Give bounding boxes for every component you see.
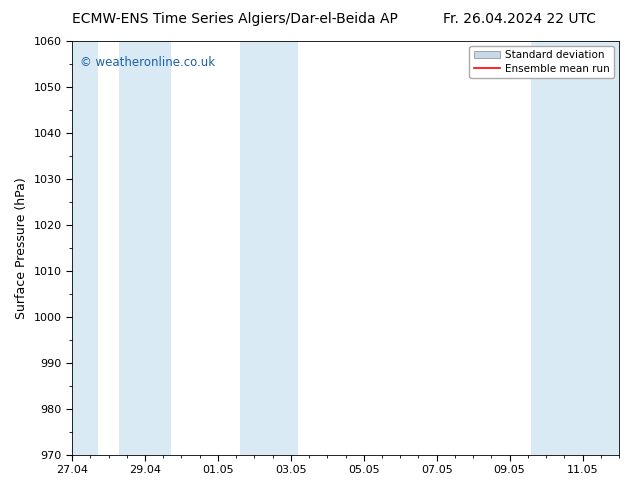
Text: ECMW-ENS Time Series Algiers/Dar-el-Beida AP: ECMW-ENS Time Series Algiers/Dar-el-Beid… xyxy=(72,12,398,26)
Text: © weatheronline.co.uk: © weatheronline.co.uk xyxy=(81,55,216,69)
Bar xyxy=(240,41,298,455)
Bar xyxy=(72,41,98,455)
Y-axis label: Surface Pressure (hPa): Surface Pressure (hPa) xyxy=(15,177,28,318)
Bar xyxy=(119,41,171,455)
Bar xyxy=(531,41,619,455)
Text: Fr. 26.04.2024 22 UTC: Fr. 26.04.2024 22 UTC xyxy=(443,12,597,26)
Legend: Standard deviation, Ensemble mean run: Standard deviation, Ensemble mean run xyxy=(469,46,614,78)
